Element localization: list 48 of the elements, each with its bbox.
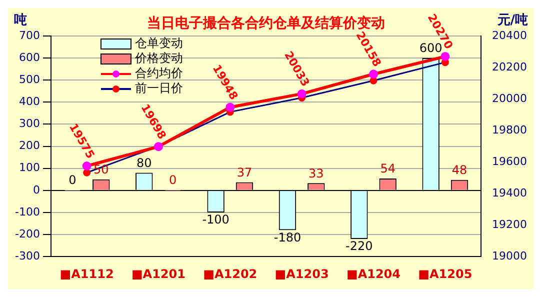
legend-label: 前一日价 (134, 81, 183, 96)
y2-tick-label: 20000 (492, 92, 528, 105)
y-tick-label: 200 (18, 139, 40, 152)
y-tick-label: 700 (18, 28, 40, 42)
y2-tick-label: 19600 (492, 154, 528, 168)
data-label: 80 (136, 156, 152, 170)
legend-label: 仓单变动 (134, 36, 183, 50)
y-tick-label: -100 (14, 205, 40, 218)
x-tick-label: ■A1205 (418, 266, 472, 281)
y2-tick-label: 20400 (492, 28, 528, 42)
chart-title: 当日电子撮合各合约仓单及结算价变动 (146, 14, 385, 32)
x-tick-label: ■A1112 (60, 266, 114, 281)
y2-tick-label: 19400 (492, 186, 528, 200)
y-tick-label: -200 (14, 227, 40, 240)
y2-tick-label: 19200 (492, 218, 528, 231)
point (82, 161, 92, 170)
point (226, 102, 235, 112)
point (297, 89, 306, 98)
point (368, 70, 378, 79)
data-label: 54 (380, 162, 396, 176)
y-tick-label: 600 (18, 50, 40, 64)
x-tick-label: ■A1203 (274, 266, 329, 281)
legend-label: 价格变动 (134, 51, 183, 66)
y-tick-label: 500 (18, 72, 40, 86)
data-label: 48 (452, 162, 468, 177)
x-tick-label: ■A1202 (203, 266, 258, 281)
y-axis-title: 吨 (14, 12, 27, 28)
data-label: 33 (308, 166, 324, 180)
y2-tick-label: 20200 (492, 60, 528, 74)
y-tick-label: 400 (18, 95, 40, 108)
data-label: 0 (68, 173, 76, 188)
legend-label: 合约均价 (134, 66, 183, 80)
data-label: 0 (168, 173, 177, 188)
y-tick-label: 100 (18, 161, 40, 174)
x-tick-label: ■A1204 (346, 266, 401, 281)
x-tick-label: ■A1201 (131, 266, 186, 281)
data-label: -100 (202, 212, 230, 227)
y2-tick-label: 19800 (492, 123, 528, 136)
data-label: 37 (236, 165, 252, 180)
y2-tick-label: 19000 (492, 249, 528, 262)
y-tick-label: -300 (14, 249, 40, 262)
point (440, 52, 450, 61)
point (83, 168, 91, 176)
data-label: -180 (274, 230, 302, 244)
y-tick-label: 0 (32, 183, 40, 196)
y2-axis-title: 元/吨 (496, 12, 528, 28)
y-tick-label: 300 (18, 117, 40, 130)
data-label: -220 (346, 239, 373, 254)
